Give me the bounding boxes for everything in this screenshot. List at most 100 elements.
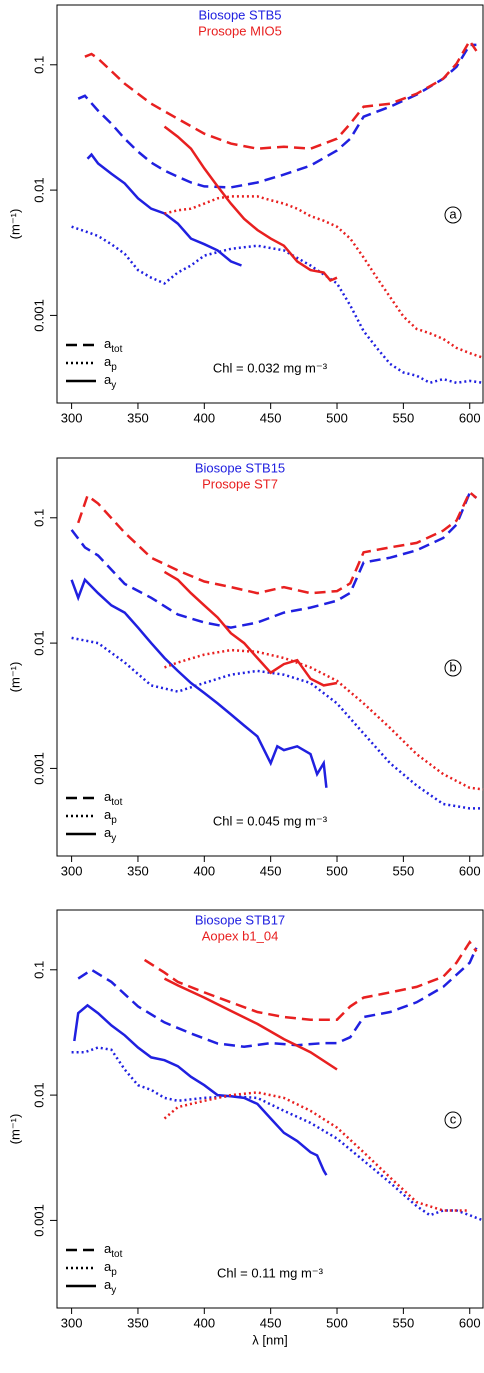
y-tick-label: 0.1	[31, 509, 46, 527]
panel-label: a	[449, 206, 457, 221]
series-line	[84, 38, 478, 150]
x-tick-label: 600	[459, 1315, 481, 1330]
series-line	[143, 939, 478, 1021]
legend-label: ap	[104, 807, 117, 825]
series-line	[70, 490, 478, 629]
x-tick-label: 350	[127, 410, 149, 425]
series-line	[163, 1091, 470, 1212]
legend-label: Prosope ST7	[202, 476, 278, 491]
legend-subscript: tot	[111, 344, 122, 355]
legend-subscript: y	[111, 380, 116, 391]
legend-symbol: a	[104, 789, 112, 804]
series-line	[77, 947, 478, 1049]
x-tick-label: 300	[61, 863, 83, 878]
annotation: Chl = 0.045 mg m⁻³	[213, 813, 328, 828]
x-tick-label: 300	[61, 410, 83, 425]
x-tick-label: 400	[193, 863, 215, 878]
panel-label-ring	[444, 206, 462, 224]
series-line	[163, 570, 338, 687]
legend-subscript: y	[111, 1285, 116, 1296]
legend-symbol: a	[104, 807, 112, 822]
x-tick-label: 350	[127, 1315, 149, 1330]
x-tick-label: 350	[127, 863, 149, 878]
plot-frame	[56, 909, 484, 1309]
panel-label-ring	[444, 659, 462, 677]
legend-label: ay	[104, 1277, 116, 1295]
series-line	[71, 1046, 484, 1222]
y-tick-label: 0.01	[31, 177, 46, 202]
series-line	[73, 1003, 328, 1176]
legend-symbol: a	[104, 825, 112, 840]
legend-label: ay	[104, 825, 116, 843]
annotation: Chl = 0.11 mg m⁻³	[217, 1265, 324, 1280]
legend-symbol: a	[104, 1277, 112, 1292]
legend-label: Biosope STB17	[195, 912, 285, 927]
series-line	[77, 43, 477, 189]
x-axis-label: λ [nm]	[252, 1332, 287, 1347]
panel-label: c	[450, 1111, 457, 1126]
y-tick-label: 0.001	[31, 299, 46, 332]
legend-label: Biosope STB15	[195, 460, 285, 475]
series-line	[164, 648, 484, 791]
legend-subscript: p	[111, 362, 117, 373]
legend-symbol: a	[104, 372, 112, 387]
plot-frame	[56, 4, 484, 404]
x-tick-label: 450	[260, 1315, 282, 1330]
x-tick-label: 400	[193, 1315, 215, 1330]
panel: 300 350 400 450 500 550 600 0.1 0.01 0.001 (m⁻¹) Bi…	[7, 457, 484, 878]
x-tick-label: 550	[393, 410, 415, 425]
panel-label-ring	[444, 1111, 462, 1129]
x-tick-label: 300	[61, 1315, 83, 1330]
y-tick-label: 0.01	[31, 1082, 46, 1107]
panel: 300 350 400 450 500 550 600 0.1 0.01 0.001 (m⁻¹) λ …	[7, 909, 484, 1347]
y-axis-label: (m⁻¹)	[7, 662, 22, 693]
series-line	[163, 977, 338, 1071]
legend-symbol: a	[104, 1241, 112, 1256]
legend-label: ay	[104, 372, 116, 390]
panel-label: b	[449, 659, 456, 674]
legend-symbol: a	[104, 336, 112, 351]
legend-label: Prosope MIO5	[198, 23, 282, 38]
y-tick-label: 0.001	[31, 752, 46, 785]
x-tick-label: 600	[459, 863, 481, 878]
x-tick-label: 500	[326, 863, 348, 878]
x-tick-label: 550	[393, 1315, 415, 1330]
y-tick-label: 0.1	[31, 961, 46, 979]
series-line	[163, 125, 338, 283]
legend-label: atot	[104, 1241, 123, 1259]
series-line	[70, 577, 328, 788]
series-line	[86, 152, 242, 267]
y-tick-label: 0.1	[31, 56, 46, 74]
x-tick-label: 400	[193, 410, 215, 425]
legend-label: atot	[104, 336, 123, 354]
y-axis-label: (m⁻¹)	[7, 1114, 22, 1145]
y-tick-label: 0.001	[31, 1204, 46, 1237]
series-line	[164, 195, 484, 359]
legend-symbol: a	[104, 354, 112, 369]
legend-label: Aopex b1_04	[202, 928, 279, 943]
legend-subscript: p	[111, 1267, 117, 1278]
legend-subscript: y	[111, 833, 116, 844]
x-tick-label: 500	[326, 1315, 348, 1330]
panel: 300 350 400 450 500 550 600 0.1 0.01 0.001 (m⁻¹) Bi…	[7, 4, 484, 425]
legend-subscript: tot	[111, 1249, 122, 1260]
legend-label: ap	[104, 1259, 117, 1277]
y-axis-label: (m⁻¹)	[7, 209, 22, 240]
x-tick-label: 550	[393, 863, 415, 878]
annotation: Chl = 0.032 mg m⁻³	[213, 360, 328, 375]
series-line	[71, 636, 483, 810]
x-tick-label: 500	[326, 410, 348, 425]
legend-symbol: a	[104, 1259, 112, 1274]
legend-subscript: p	[111, 815, 117, 826]
series-line	[71, 225, 484, 385]
series-line	[77, 490, 478, 595]
x-tick-label: 450	[260, 410, 282, 425]
legend-subscript: tot	[111, 797, 122, 808]
legend-label: ap	[104, 354, 117, 372]
x-tick-label: 600	[459, 410, 481, 425]
legend-label: Biosope STB5	[198, 7, 281, 22]
plot-frame	[56, 457, 484, 857]
y-tick-label: 0.01	[31, 630, 46, 655]
x-tick-label: 450	[260, 863, 282, 878]
